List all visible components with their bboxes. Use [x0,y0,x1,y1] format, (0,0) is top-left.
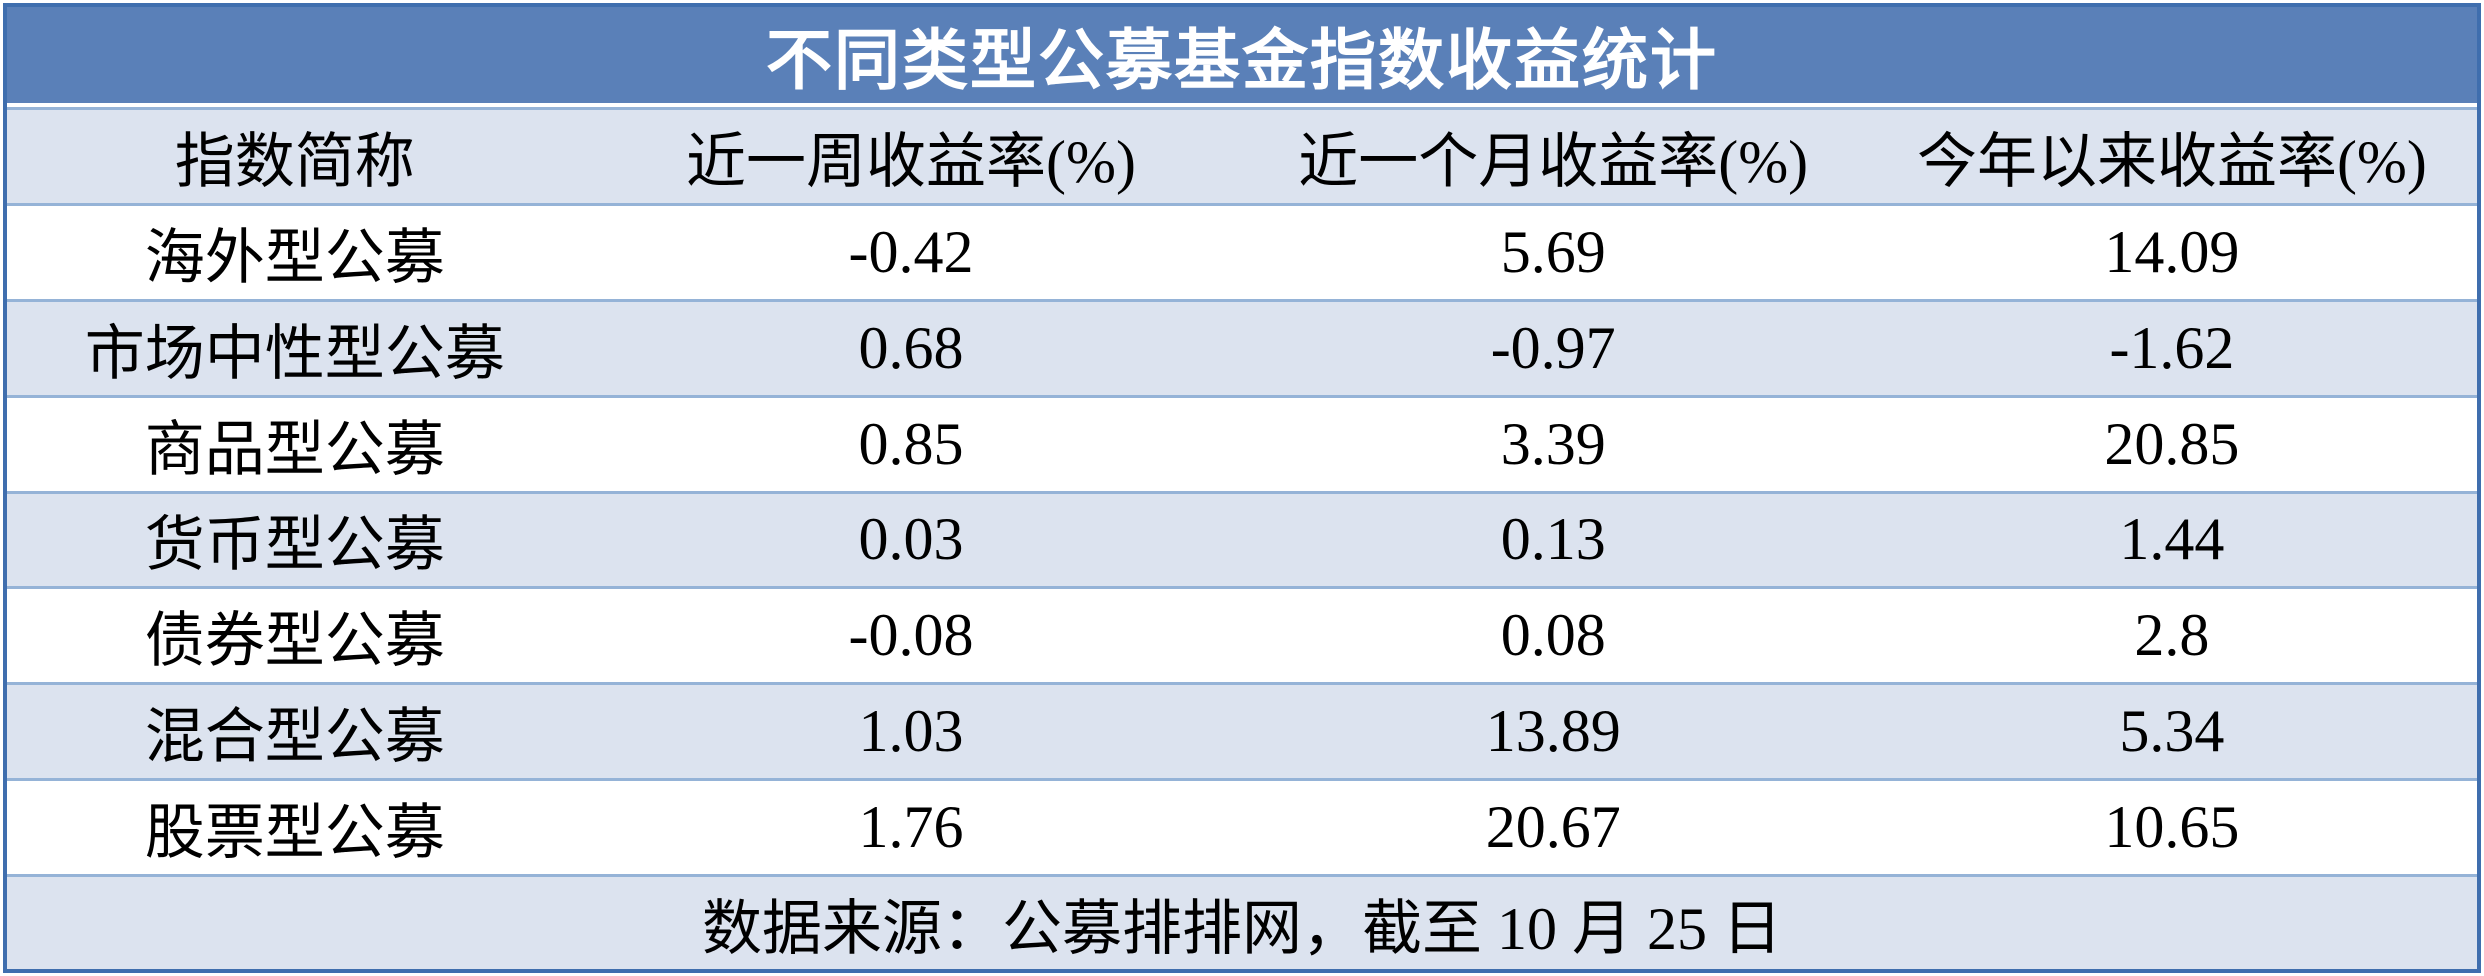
cell-index-name: 股票型公募 [144,800,445,867]
cell-ytd-return: 14.09 [2104,218,2240,285]
cell-month-return: 3.39 [1500,410,1606,477]
cell-index-name: 货币型公募 [144,512,445,579]
table-title: 不同类型公募基金指数收益统计 [7,7,2477,107]
cell-week-return: 0.85 [858,410,964,477]
cell-index-name: 混合型公募 [144,704,445,771]
cell-ytd-return: 10.65 [2104,794,2240,861]
cell-ytd-return: 1.44 [2119,506,2225,573]
table-row: 货币型公募 0.03 0.13 1.44 [7,490,2477,587]
cell-month-return: 0.08 [1500,602,1606,669]
cell-week-return: 1.03 [858,698,964,765]
cell-week-return: 0.68 [858,314,964,381]
table-row: 海外型公募 -0.42 5.69 14.09 [7,202,2477,299]
cell-ytd-return: 2.8 [2134,602,2210,669]
cell-month-return: 20.67 [1485,794,1621,861]
cell-ytd-return: 5.34 [2119,698,2225,765]
table-row: 市场中性型公募 0.68 -0.97 -1.62 [7,298,2477,395]
table-row: 商品型公募 0.85 3.39 20.85 [7,394,2477,491]
cell-index-name: 海外型公募 [144,224,445,291]
col-header-index-name: 指数简称 [174,128,415,195]
table-row: 债券型公募 -0.08 0.08 2.8 [7,586,2477,683]
cell-index-name: 债券型公募 [144,608,445,675]
cell-index-name: 市场中性型公募 [84,320,505,387]
cell-month-return: 13.89 [1485,698,1621,765]
cell-month-return: 0.13 [1500,506,1606,573]
table-row: 股票型公募 1.76 20.67 10.65 [7,778,2477,874]
cell-ytd-return: -1.62 [2109,314,2235,381]
col-header-ytd-return: 今年以来收益率(%) [1916,128,2427,195]
header-row: 指数简称 近一周收益率(%) 近一个月收益率(%) 今年以来收益率(%) [7,107,2477,203]
cell-week-return: 1.76 [858,794,964,861]
data-source-note: 数据来源：公募排排网，截至 10 月 25 日 [7,874,2477,969]
table-row: 混合型公募 1.03 13.89 5.34 [7,682,2477,779]
col-header-week-return: 近一周收益率(%) [686,128,1136,195]
cell-week-return: 0.03 [858,506,964,573]
cell-week-return: -0.42 [848,218,974,285]
cell-month-return: -0.97 [1490,314,1616,381]
col-header-month-return: 近一个月收益率(%) [1298,128,1809,195]
cell-index-name: 商品型公募 [144,416,445,483]
fund-returns-table: 不同类型公募基金指数收益统计 指数简称 近一周收益率(%) 近一个月收益率(%)… [3,3,2481,973]
cell-ytd-return: 20.85 [2104,410,2240,477]
cell-month-return: 5.69 [1500,218,1606,285]
cell-week-return: -0.08 [848,602,974,669]
